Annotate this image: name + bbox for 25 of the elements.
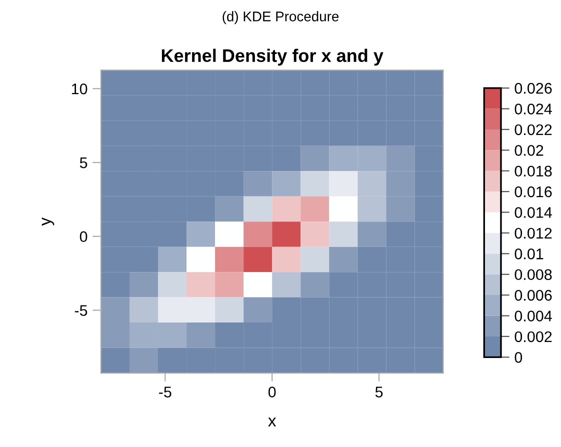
chart-subtitle: (d) KDE Procedure xyxy=(222,11,339,24)
color-bar-label: 0.012 xyxy=(514,228,552,239)
y-tick-label: 10 xyxy=(72,84,88,94)
y-axis-title: y xyxy=(42,217,54,226)
color-bar-label: 0.018 xyxy=(514,166,552,177)
color-bar-label: 0.016 xyxy=(514,186,552,198)
color-bar-label: 0.002 xyxy=(514,331,552,342)
x-tick-label: 0 xyxy=(268,386,276,398)
chart-title: Kernel Density for x and y xyxy=(162,48,384,66)
color-bar-label: 0.026 xyxy=(514,82,552,94)
x-tick-label: -5 xyxy=(159,386,172,398)
color-bar-label: 0.024 xyxy=(514,104,552,114)
y-tick-label: -5 xyxy=(74,305,88,316)
color-bar-label: 0.02 xyxy=(514,145,544,156)
color-bar-label: 0.006 xyxy=(514,290,552,301)
color-bar-label: 0.022 xyxy=(514,124,552,136)
color-bar-label: 0.008 xyxy=(514,269,552,280)
x-tick-label: 5 xyxy=(375,386,383,398)
y-tick-label: 0 xyxy=(80,231,88,242)
color-bar-label: 0.01 xyxy=(514,248,544,260)
x-axis-title: x xyxy=(268,418,276,426)
color-bar-label: 0.004 xyxy=(514,310,552,322)
y-tick-label: 5 xyxy=(80,158,88,168)
color-bar-label: 0.014 xyxy=(514,207,552,218)
color-bar-label: 0 xyxy=(514,352,522,363)
